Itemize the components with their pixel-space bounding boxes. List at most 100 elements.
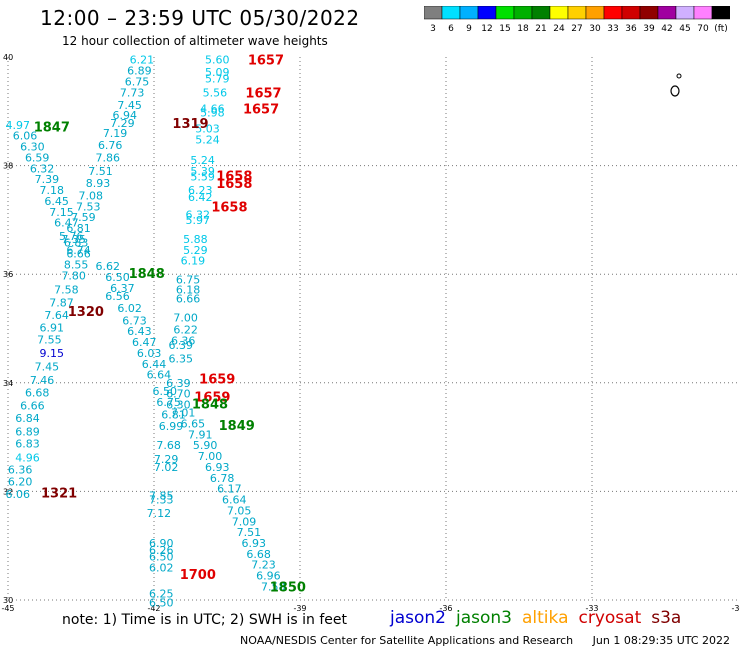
- wave-height-value: 6.64: [222, 494, 247, 507]
- colorbar-swatch: [621, 6, 641, 20]
- colorbar: 3 6 9 12 15 18 21 24 27 30 33 36 39 42 45 70 (ft): [424, 6, 730, 34]
- wave-height-value: 6.90: [149, 537, 174, 550]
- pass-time-label: 1658: [216, 177, 252, 192]
- wave-height-value: 7.35: [61, 233, 86, 246]
- wave-height-value: 6.66: [176, 293, 201, 306]
- colorbar-swatch: [441, 6, 461, 20]
- wave-height-value: 7.45: [117, 99, 142, 112]
- wave-height-value: 7.64: [44, 309, 69, 322]
- colorbar-swatch: [513, 6, 533, 20]
- pass-time-label: 1847: [34, 121, 70, 136]
- wave-height-value: 7.00: [173, 312, 198, 325]
- wave-height-value: 6.68: [25, 387, 50, 400]
- wave-height-value: 6.78: [210, 472, 235, 485]
- y-tick-label: 36: [3, 270, 13, 279]
- colorbar-label: 36: [625, 24, 637, 34]
- colorbar-swatch: [477, 6, 497, 20]
- colorbar-swatch: [711, 6, 730, 20]
- wave-height-value: 6.42: [188, 191, 213, 204]
- pass-time-label: 1657: [245, 86, 281, 101]
- wave-height-value: 6.36: [171, 334, 196, 347]
- pass-time-label: 1849: [219, 419, 255, 434]
- wave-height-value: 6.43: [127, 325, 152, 338]
- x-tick-label: -33: [585, 604, 598, 613]
- colorbar-label: 70: [697, 24, 709, 34]
- wave-height-value: 6.32: [186, 208, 211, 221]
- wave-height-labels: 6.216.896.757.737.456.947.297.196.767.86…: [5, 54, 285, 610]
- credit-footer: NOAA/NESDIS Center for Satellite Applica…: [240, 634, 730, 647]
- colorbar-label: (ft): [714, 24, 728, 34]
- satellite-legend: jason2 jason3 altika cryosat s3a: [390, 608, 691, 628]
- wave-height-value: 6.83: [64, 237, 89, 250]
- axis-tick-labels: -45 -42 -39 -36 -33 -30 40 38 36 34 32 30: [1, 53, 740, 613]
- wave-height-value: 7.59: [71, 211, 96, 224]
- wave-height-value: 7.45: [35, 361, 60, 374]
- map-subtitle: 12 hour collection of altimeter wave hei…: [62, 34, 328, 48]
- legend-item-jason3: jason3: [456, 608, 512, 628]
- wave-height-value: 6.03: [137, 347, 162, 360]
- colorbar-swatch: [495, 6, 515, 20]
- wave-height-value: 7.87: [49, 296, 74, 309]
- wave-height-value: 6.81: [161, 408, 186, 421]
- colorbar-swatch: [424, 6, 443, 20]
- wave-height-value: 6.17: [217, 483, 242, 496]
- wave-height-value: 6.21: [130, 54, 155, 67]
- wave-height-value: 6.65: [181, 418, 206, 431]
- wave-height-value: 4.97: [5, 119, 30, 132]
- wave-height-value: 6.96: [256, 570, 281, 583]
- wave-height-value: 7.05: [227, 504, 252, 517]
- pass-time-label: 1850: [270, 580, 306, 595]
- wave-height-value: 7.08: [78, 189, 103, 202]
- wave-height-value: 7.80: [61, 269, 86, 282]
- wave-height-value: 7.68: [156, 439, 181, 452]
- wave-height-value: 8.93: [86, 177, 111, 190]
- wave-height-value: 7.09: [232, 515, 257, 528]
- wave-height-value: 6.50: [149, 551, 174, 564]
- x-tick-label: -45: [1, 604, 14, 613]
- wave-height-value: 7.51: [88, 165, 113, 178]
- wave-height-value: 6.23: [188, 184, 213, 197]
- colorbar-label: 6: [448, 24, 454, 34]
- wave-height-value: 4.96: [15, 452, 40, 465]
- colorbar-swatch: [657, 6, 677, 20]
- pass-time-label: 1320: [68, 305, 104, 320]
- wave-height-value: 6.30: [20, 141, 45, 154]
- wave-height-value: 6.22: [173, 324, 198, 337]
- island-outline: [670, 73, 682, 97]
- wave-height-value: 6.74: [66, 244, 91, 257]
- wave-height-value: 6.25: [149, 587, 174, 600]
- colorbar-label: 21: [535, 24, 546, 34]
- wave-height-value: 6.26: [149, 544, 174, 557]
- wave-height-value: 7.29: [154, 453, 179, 466]
- wave-height-value: 7.23: [251, 559, 276, 572]
- colorbar-label: 15: [499, 24, 510, 34]
- wave-height-value: 5.97: [186, 214, 211, 227]
- pass-time-labels: 1657165716571319184716581658165818481320…: [34, 54, 306, 596]
- wave-height-value: 7.85: [149, 490, 174, 503]
- wave-height-value: 6.45: [44, 195, 69, 208]
- wave-height-value: 6.62: [96, 260, 121, 273]
- wave-height-value: 6.99: [159, 420, 184, 433]
- pass-time-label: 1659: [199, 372, 235, 387]
- wave-height-value: 6.02: [117, 302, 142, 315]
- wave-height-value: 5.88: [183, 233, 208, 246]
- wave-height-value: 5.24: [195, 134, 220, 147]
- x-tick-label: -36: [439, 604, 452, 613]
- pass-time-label: 1848: [192, 397, 228, 412]
- colorbar-swatch: [675, 6, 695, 20]
- colorbar-swatch: [459, 6, 479, 20]
- x-tick-label: -30: [731, 604, 740, 613]
- wave-height-value: 6.66: [66, 248, 91, 261]
- wave-height-value: 6.39: [166, 377, 191, 390]
- wave-height-value: 6.59: [25, 151, 50, 164]
- colorbar-label: 27: [571, 24, 582, 34]
- legend-item-jason2: jason2: [390, 608, 446, 628]
- wave-height-value: 5.79: [205, 73, 230, 86]
- y-tick-label: 40: [3, 53, 13, 62]
- wave-height-value: 7.39: [35, 173, 60, 186]
- wave-height-value: 7.58: [54, 283, 79, 296]
- legend-item-altika: altika: [522, 608, 569, 628]
- pass-time-label: 1321: [41, 486, 77, 501]
- wave-height-value: 6.81: [66, 222, 91, 235]
